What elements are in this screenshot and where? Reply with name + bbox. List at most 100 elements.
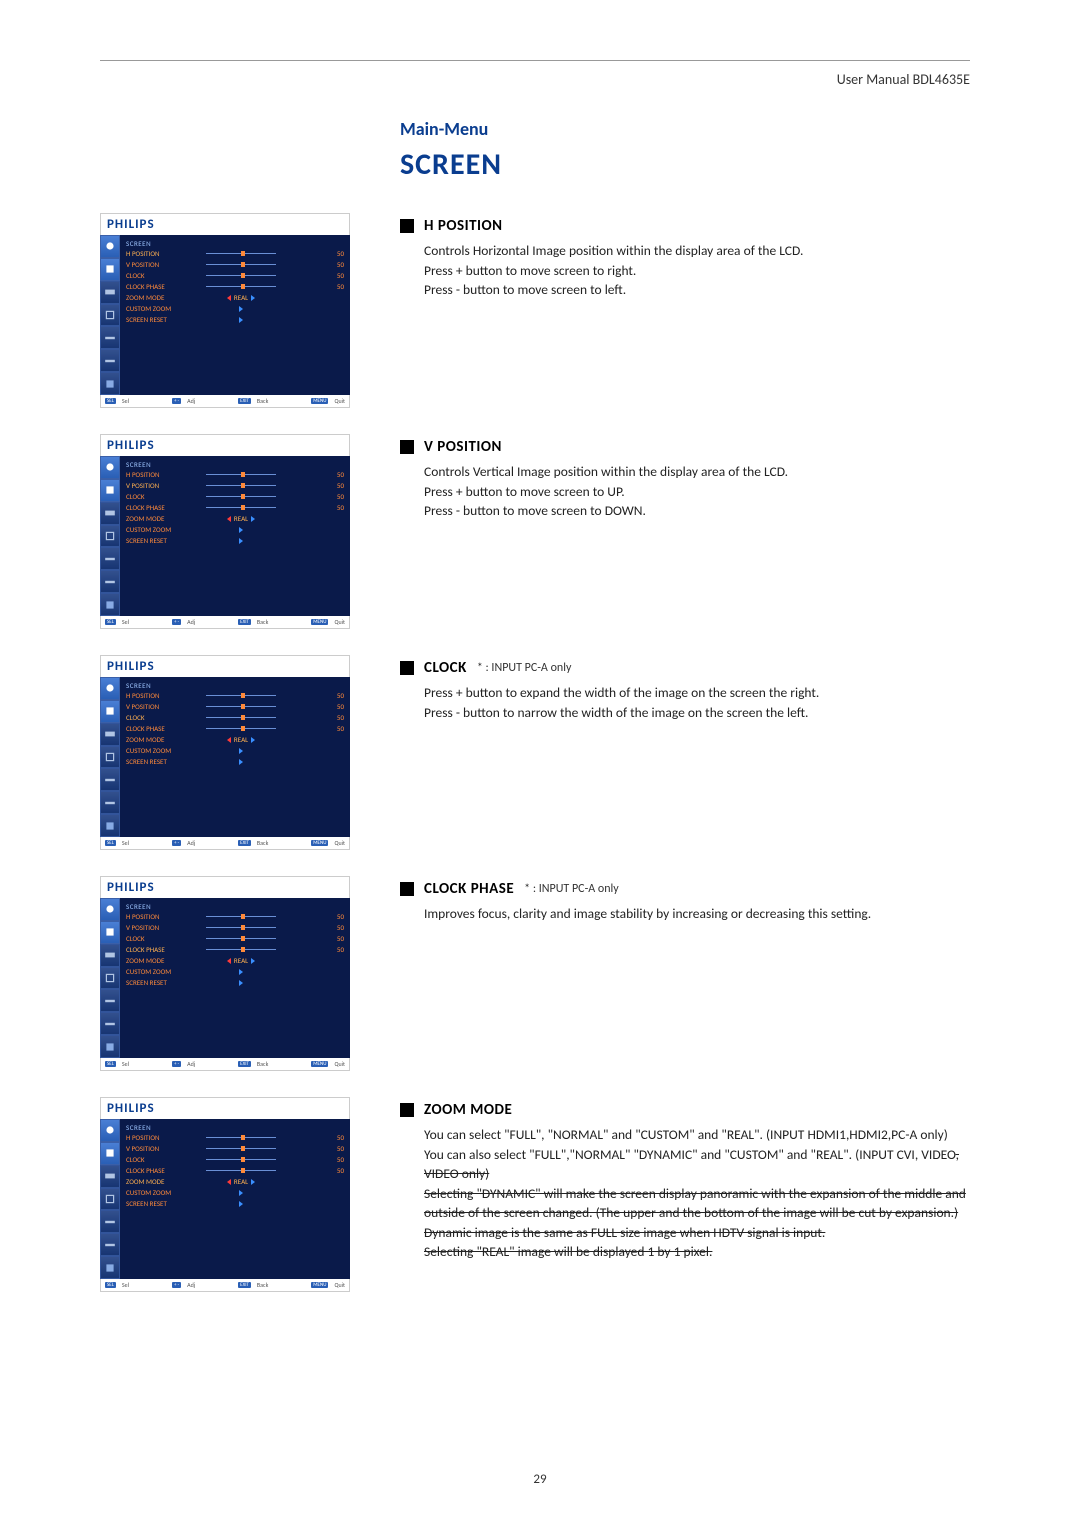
osd-sidebar-icon [100, 1035, 120, 1058]
v-position-title: V POSITION [424, 438, 502, 456]
osd-sidebar-icon [100, 456, 120, 479]
osd-footer: SELSel+ -AdjEXITBackMENUQuit [100, 395, 350, 408]
osd-screenshot-2: PHILIPS SCREENH POSITION50V POSITION50CLO… [100, 434, 350, 629]
manual-title: User Manual BDL4635E [100, 71, 970, 88]
osd-sidebar [100, 1119, 120, 1279]
osd-menu-item: CUSTOM ZOOM [126, 303, 344, 314]
zoom-mode-title: ZOOM MODE [424, 1101, 512, 1119]
section-h-position: PHILIPS SCREENH POSITION50V POSITION50 CLO… [100, 213, 970, 408]
section-v-position: PHILIPS SCREENH POSITION50V POSITION50CLO… [100, 434, 970, 629]
osd-menu-item: SCREEN RESET [126, 535, 344, 546]
osd-sidebar [100, 456, 120, 616]
osd-brand: PHILIPS [100, 655, 350, 677]
osd-sidebar-icon [100, 326, 120, 349]
osd-sidebar-icon [100, 1210, 120, 1233]
osd-menu-item: SCREEN RESET [126, 977, 344, 988]
h-position-body: Controls Horizontal Image position withi… [424, 241, 970, 300]
osd-sidebar-icon [100, 677, 120, 700]
osd-menu-item: H POSITION50 [126, 469, 344, 480]
osd-menu-item: CUSTOM ZOOM [126, 1187, 344, 1198]
zoom-mode-body: You can select "FULL", "NORMAL" and "CUS… [424, 1125, 970, 1262]
osd-menu-item: ZOOM MODEREAL [126, 292, 344, 303]
clock-phase-title: CLOCK PHASE [424, 880, 514, 898]
section-clock: PHILIPSSCREENH POSITION50V POSITION50CLO… [100, 655, 970, 850]
clock-note: * : INPUT PC-A only [477, 661, 572, 675]
osd-sidebar-icon [100, 944, 120, 967]
osd-header: SCREEN [126, 460, 344, 469]
osd-sidebar-icon [100, 258, 120, 281]
osd-sidebar-icon [100, 1233, 120, 1256]
osd-menu-item: H POSITION50 [126, 248, 344, 259]
osd-menu-item: V POSITION50 [126, 259, 344, 270]
bullet-icon [400, 882, 414, 896]
clock-title: CLOCK [424, 659, 467, 677]
osd-sidebar-icon [100, 746, 120, 769]
osd-sidebar-icon [100, 570, 120, 593]
osd-menu-item: CLOCK PHASE50 [126, 281, 344, 292]
osd-menu-item: SCREEN RESET [126, 1198, 344, 1209]
osd-menu-item: V POSITION50 [126, 922, 344, 933]
osd-header: SCREEN [126, 681, 344, 690]
osd-menu-item: CLOCK50 [126, 1154, 344, 1165]
osd-menu-item: V POSITION50 [126, 480, 344, 491]
osd-sidebar-icon [100, 967, 120, 990]
osd-sidebar-icon [100, 1188, 120, 1211]
osd-sidebar-icon [100, 989, 120, 1012]
osd-menu-item: CLOCK50 [126, 491, 344, 502]
bullet-icon [400, 219, 414, 233]
osd-sidebar-icon [100, 1165, 120, 1188]
osd-menu-item: CLOCK PHASE50 [126, 1165, 344, 1176]
osd-menu-item: H POSITION50 [126, 911, 344, 922]
osd-brand: PHILIPS [100, 213, 350, 235]
osd-menu-item: SCREEN RESET [126, 756, 344, 767]
osd-sidebar-icon [100, 502, 120, 525]
clock-body: Press + button to expand the width of th… [424, 683, 970, 722]
osd-sidebar-icon [100, 304, 120, 327]
osd-menu-item: V POSITION50 [126, 701, 344, 712]
osd-sidebar-icon [100, 235, 120, 258]
clock-phase-note: * : INPUT PC-A only [524, 882, 619, 896]
page-number: 29 [0, 1472, 1080, 1487]
osd-sidebar-icon [100, 1012, 120, 1035]
osd-sidebar-icon [100, 593, 120, 616]
osd-menu-item: CLOCK50 [126, 712, 344, 723]
osd-sidebar-icon [100, 479, 120, 502]
osd-sidebar-icon [100, 898, 120, 921]
osd-brand: PHILIPS [100, 434, 350, 456]
osd-menu-item: ZOOM MODEREAL [126, 513, 344, 524]
osd-menu-item: V POSITION50 [126, 1143, 344, 1154]
osd-brand: PHILIPS [100, 876, 350, 898]
osd-sidebar-icon [100, 768, 120, 791]
osd-menu-item: CLOCK PHASE50 [126, 944, 344, 955]
osd-sidebar-icon [100, 814, 120, 837]
section-clock-phase: PHILIPSSCREENH POSITION50V POSITION50CLO… [100, 876, 970, 1071]
bullet-icon [400, 1103, 414, 1117]
osd-sidebar-icon [100, 1142, 120, 1165]
osd-screenshot-1: PHILIPS SCREENH POSITION50V POSITION50 CLO… [100, 213, 350, 408]
v-position-body: Controls Vertical Image position within … [424, 462, 970, 521]
osd-sidebar [100, 677, 120, 837]
osd-menu-item: CUSTOM ZOOM [126, 524, 344, 535]
clock-phase-body: Improves focus, clarity and image stabil… [424, 904, 970, 924]
osd-screenshot-5: PHILIPSSCREENH POSITION50V POSITION50CLO… [100, 1097, 350, 1292]
osd-footer: SELSel+ -AdjEXITBackMENUQuit [100, 1058, 350, 1071]
osd-sidebar-icon [100, 700, 120, 723]
osd-menu-item: CUSTOM ZOOM [126, 966, 344, 977]
screen-title: SCREEN [400, 146, 970, 183]
osd-screenshot-4: PHILIPSSCREENH POSITION50V POSITION50CLO… [100, 876, 350, 1071]
osd-screenshot-3: PHILIPSSCREENH POSITION50V POSITION50CLO… [100, 655, 350, 850]
osd-sidebar-icon [100, 372, 120, 395]
osd-footer: SELSel+ -AdjEXITBackMENUQuit [100, 616, 350, 629]
osd-footer: SELSel+ -AdjEXITBackMENUQuit [100, 837, 350, 850]
osd-sidebar-icon [100, 723, 120, 746]
osd-header: SCREEN [126, 239, 344, 248]
osd-menu-item: SCREEN RESET [126, 314, 344, 325]
osd-menu-item: CLOCK50 [126, 933, 344, 944]
osd-header: SCREEN [126, 902, 344, 911]
osd-menu-item: CLOCK PHASE50 [126, 723, 344, 734]
osd-sidebar [100, 235, 120, 395]
bullet-icon [400, 661, 414, 675]
osd-brand: PHILIPS [100, 1097, 350, 1119]
osd-sidebar-icon [100, 281, 120, 304]
h-position-title: H POSITION [424, 217, 503, 235]
